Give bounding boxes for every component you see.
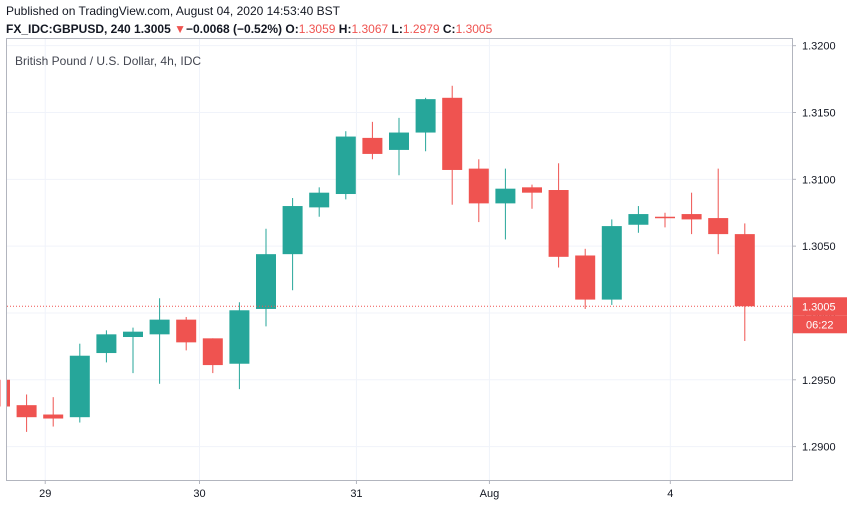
last-price-value: 1.3005 [134,22,171,36]
candle-body [69,355,90,418]
candle-up [69,343,90,423]
close-value: 1.3005 [455,22,493,36]
chart-title: British Pound / U.S. Dollar, 4h, IDC [15,54,201,68]
close-label: C: [442,22,456,36]
candle-body [708,218,729,235]
open-label: O: [285,22,299,36]
candle-up [149,298,170,384]
candle-down [468,159,489,223]
y-tick-label: 1.2900 [802,442,836,454]
symbol-label: FX_IDC:GBPUSD, 240 [6,22,131,36]
time-axis[interactable]: 29 30 31 Aug 4 [39,480,673,500]
candle-body [256,254,276,309]
y-tick-label: 1.2950 [802,375,836,387]
candle-body [7,379,10,407]
candle-body [389,132,409,150]
candle-up [628,206,649,233]
candle-down [362,121,383,160]
published-caption: Published on TradingView.com, August 04,… [6,4,340,18]
published-text: Published on TradingView.com, August 04,… [6,4,341,18]
candle-down [575,248,596,309]
candle-body [202,338,223,366]
candle-body [522,187,542,193]
candle-down [16,394,37,432]
candle-up [256,228,276,327]
x-tick-label: 4 [667,488,673,500]
candle-body [575,255,596,300]
candle-body [123,331,143,338]
candle-body [43,414,64,419]
candle-body [229,310,250,364]
last-price-label: 1.3005 [802,301,836,313]
last-price-box [793,297,847,316]
candle-body [149,319,170,335]
candle-body [601,226,622,300]
y-tick-label: 1.3050 [802,241,836,253]
candle-up [123,327,143,374]
candle-down [681,192,702,235]
candle-body [309,192,330,208]
y-tick-label: 1.3100 [802,174,836,186]
low-label: L: [391,22,403,36]
candle-body [362,137,383,154]
candle-down [202,338,223,374]
x-tick-label: 31 [350,488,362,500]
candle-up [335,131,356,200]
candle-body [176,319,197,343]
low-value: 1.2979 [402,22,440,36]
change-value: −0.0068 (−0.52%) [185,22,283,36]
candle-up [495,168,516,240]
price-axis[interactable]: 1.29001.29501.30001.30501.31001.31501.32… [792,41,836,454]
candle-down [442,85,463,205]
last-price-marker: 1.3005 06:22 [7,297,847,334]
open-value: 1.3059 [298,22,336,36]
y-tick-label: 1.3200 [802,41,836,53]
candle-up [309,187,330,217]
x-tick-label: Aug [480,488,500,500]
countdown-box [793,315,847,334]
candle-up [282,198,303,291]
candle-body [495,188,516,204]
candle-up [96,330,117,363]
candle-up [389,117,409,176]
candle-body [468,168,489,204]
candle-body [415,99,436,133]
candle-down [522,184,542,209]
y-tick-label: 1.3150 [802,108,836,120]
candle-down [176,316,197,351]
candle-down [43,397,64,427]
candle-body [655,216,675,219]
candle-down [734,223,755,342]
candles-group [0,85,755,432]
candle-up [601,219,622,305]
candle-body [628,214,649,225]
candle-down [0,379,10,407]
candle-body [548,190,569,257]
candle-body [335,136,356,195]
high-value: 1.3067 [351,22,389,36]
candle-up [415,97,436,152]
candle-body [681,214,702,220]
x-tick-label: 29 [39,488,51,500]
plot-frame [6,38,793,481]
candle-body [282,206,303,255]
change-down-icon: ▼ [174,22,186,36]
x-tick-label: 30 [193,488,205,500]
quote-line: FX_IDC:GBPUSD, 240 1.3005 ▼−0.0068 (−0.5… [6,22,492,36]
candle-body [734,234,755,307]
candle-body [96,334,117,354]
high-label: H: [338,22,352,36]
candle-down [708,168,729,255]
candlestick-chart[interactable]: British Pound / U.S. Dollar, 4h, IDC 1.2… [0,38,855,513]
grid-lines [7,39,792,480]
candle-up [229,302,250,390]
candle-body [442,97,463,170]
candle-body [16,405,37,418]
candle-down [548,163,569,268]
countdown-label: 06:22 [806,319,834,331]
candle-down [655,212,675,228]
